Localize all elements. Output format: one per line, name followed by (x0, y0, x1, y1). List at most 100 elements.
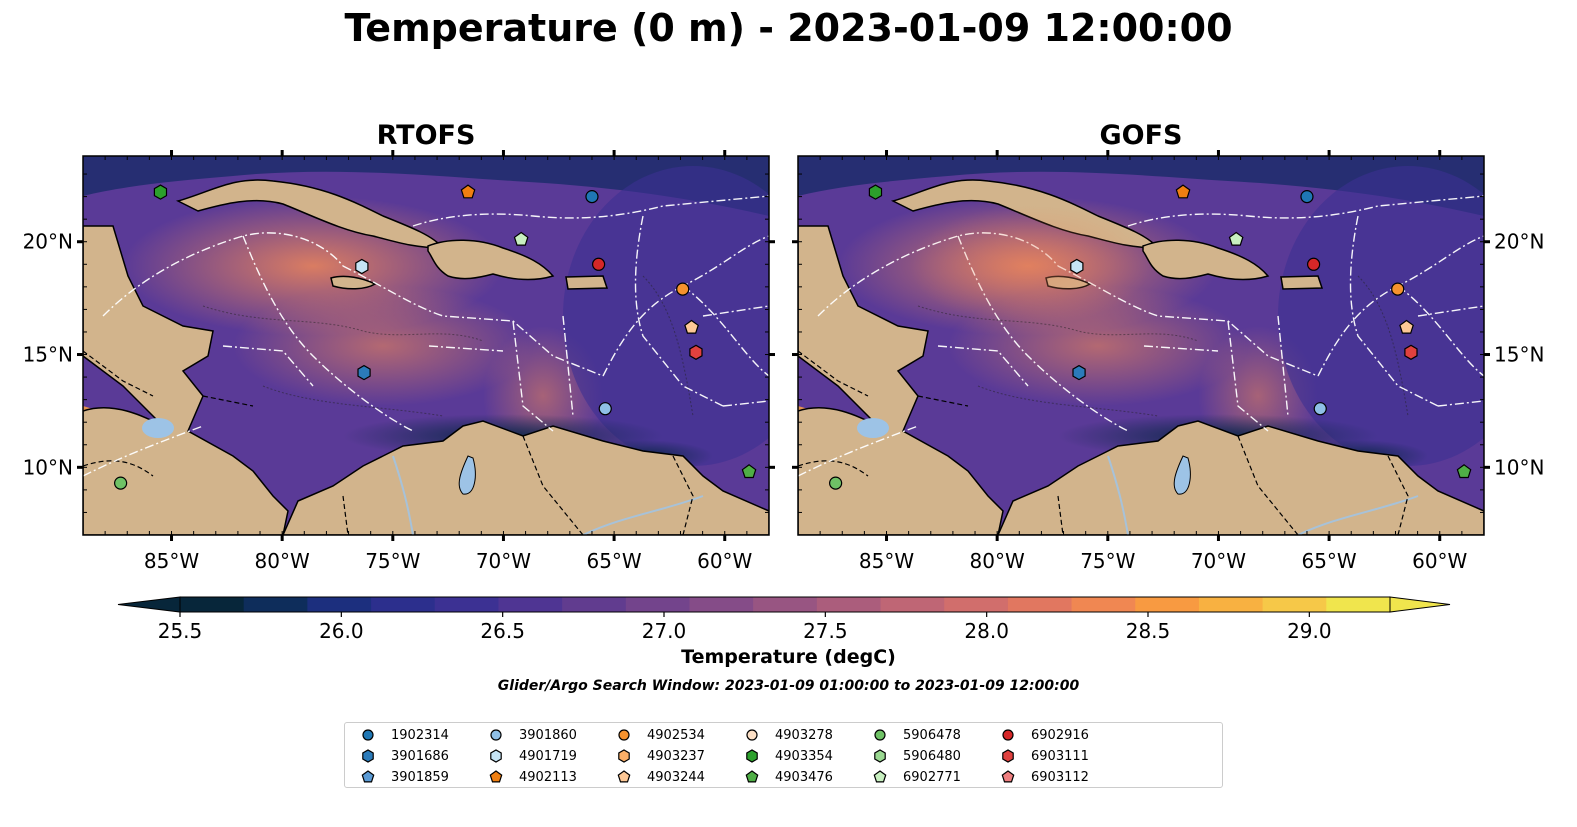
gofs-map-panel (797, 155, 1485, 536)
lat-tick-label: 15°N (23, 343, 73, 367)
legend-marker-circle (874, 729, 886, 741)
legend-marker-hexagon (362, 749, 374, 763)
maps-area: 85°W 80°W 75°W 70°W 65°W 60°W 20°N 15°N 10°N 85°W… (23, 150, 1544, 573)
legend-label: 4903278 (775, 727, 833, 743)
float-marker-4903476 (1456, 464, 1472, 479)
legend-marker-hexagon (490, 749, 502, 763)
legend-marker-pentagon (617, 770, 631, 783)
lat-tick-label: 15°N (1494, 343, 1544, 367)
legend-marker-circle (1002, 729, 1014, 741)
legend-marker-icon (745, 770, 759, 783)
float-marker-6903111 (1404, 344, 1418, 360)
legend-marker-icon (490, 749, 502, 763)
float-marker-4903354 (153, 184, 168, 200)
legend-label: 3901860 (519, 727, 577, 743)
colorbar-segment (243, 597, 308, 612)
colorbar-tick-label: 29.0 (1287, 619, 1332, 643)
legend-label: 4903237 (647, 748, 705, 764)
legend-marker-hexagon (746, 749, 758, 763)
legend-marker-icon (362, 729, 374, 741)
legend-item-6902916: 6902916 (999, 725, 1089, 745)
legend-marker-hexagon (1002, 749, 1014, 763)
legend-marker-icon (746, 749, 758, 763)
colorbar-segment (1071, 597, 1136, 612)
colorbar-segment (689, 597, 754, 612)
gofs-panel-title: GOFS (1099, 120, 1183, 151)
lat-tick-label: 10°N (23, 455, 73, 479)
legend: 1902314 3901686 3901859 3901860 4901719 49021… (344, 722, 1223, 788)
legend-marker-icon (746, 729, 758, 741)
lon-tick-label: 75°W (365, 549, 420, 573)
rtofs-map-panel (82, 155, 770, 536)
legend-marker-hexagon (618, 749, 630, 763)
float-marker-4901719 (1070, 258, 1084, 275)
lon-tick-label: 85°W (144, 549, 199, 573)
colorbar-segment (625, 597, 691, 612)
legend-item-5906480: 5906480 (871, 746, 961, 766)
float-marker-3901686 (1072, 364, 1086, 381)
float-marker-6902916 (1307, 257, 1321, 271)
float-marker-4903244 (684, 319, 699, 334)
legend-marker-pentagon (745, 770, 759, 783)
lon-tick-label: 60°W (1412, 549, 1467, 573)
float-marker-1902314 (1300, 190, 1314, 204)
colorbar-segment (562, 597, 627, 612)
lat-tick-label: 20°N (1494, 230, 1544, 254)
colorbar-tick-label: 28.5 (1126, 619, 1171, 643)
float-marker-4903476 (741, 464, 757, 479)
colorbar-segment (1007, 597, 1073, 612)
colorbar-segment (880, 597, 945, 612)
float-marker-4902113 (460, 184, 476, 199)
legend-label: 6902771 (903, 769, 961, 785)
colorbar-tick-label: 27.0 (642, 619, 687, 643)
legend-label: 6902916 (1031, 727, 1089, 743)
legend-label: 4902113 (519, 769, 577, 785)
legend-marker-pentagon (361, 770, 375, 783)
legend-item-6902771: 6902771 (871, 767, 961, 787)
float-marker-5906478 (829, 476, 843, 490)
legend-marker-icon (361, 770, 375, 783)
lon-tick-label: 65°W (586, 549, 641, 573)
colorbar-extend-low (117, 596, 181, 613)
legend-marker-icon (1002, 749, 1014, 763)
legend-item-4903278: 4903278 (743, 725, 833, 745)
float-marker-4902534 (676, 282, 690, 296)
legend-marker-icon (618, 749, 630, 763)
colorbar-tick-label: 25.5 (158, 619, 203, 643)
legend-marker-icon (873, 770, 887, 783)
legend-item-4903237: 4903237 (615, 746, 705, 766)
legend-label: 4901719 (519, 748, 577, 764)
legend-item-5906478: 5906478 (871, 725, 961, 745)
lon-tick-label: 60°W (697, 549, 752, 573)
float-marker-6902771 (1228, 231, 1244, 246)
colorbar-segment (1135, 597, 1200, 612)
float-marker-6902916 (592, 257, 606, 271)
float-marker-4902113 (1175, 184, 1191, 199)
legend-item-3901860: 3901860 (487, 725, 577, 745)
legend-label: 6903112 (1031, 769, 1089, 785)
legend-marker-icon (1002, 729, 1014, 741)
legend-marker-hexagon (874, 749, 886, 763)
lon-tick-label: 75°W (1080, 549, 1135, 573)
lon-tick-label: 70°W (1191, 549, 1246, 573)
colorbar-segment (944, 597, 1009, 612)
colorbar-segment (1198, 597, 1264, 612)
colorbar-segment (1262, 597, 1327, 612)
legend-item-4903354: 4903354 (743, 746, 833, 766)
legend-marker-icon (874, 749, 886, 763)
figure-title: Temperature (0 m) - 2023-01-09 12:00:00 (344, 6, 1233, 50)
search-window-note: Glider/Argo Search Window: 2023-01-09 01… (497, 678, 1080, 694)
legend-marker-icon (618, 729, 630, 741)
colorbar-segment (434, 597, 500, 612)
colorbar-segment (498, 597, 563, 612)
float-marker-4903354 (868, 184, 883, 200)
lon-tick-label: 65°W (1301, 549, 1356, 573)
colorbar-segment (816, 597, 882, 612)
colorbar-extend-high (1389, 596, 1451, 613)
legend-marker-pentagon (873, 770, 887, 783)
legend-label: 1902314 (391, 727, 449, 743)
colorbar-segment (753, 597, 818, 612)
lon-tick-label: 70°W (476, 549, 531, 573)
colorbar-segment (371, 597, 436, 612)
legend-item-4903244: 4903244 (615, 767, 705, 787)
